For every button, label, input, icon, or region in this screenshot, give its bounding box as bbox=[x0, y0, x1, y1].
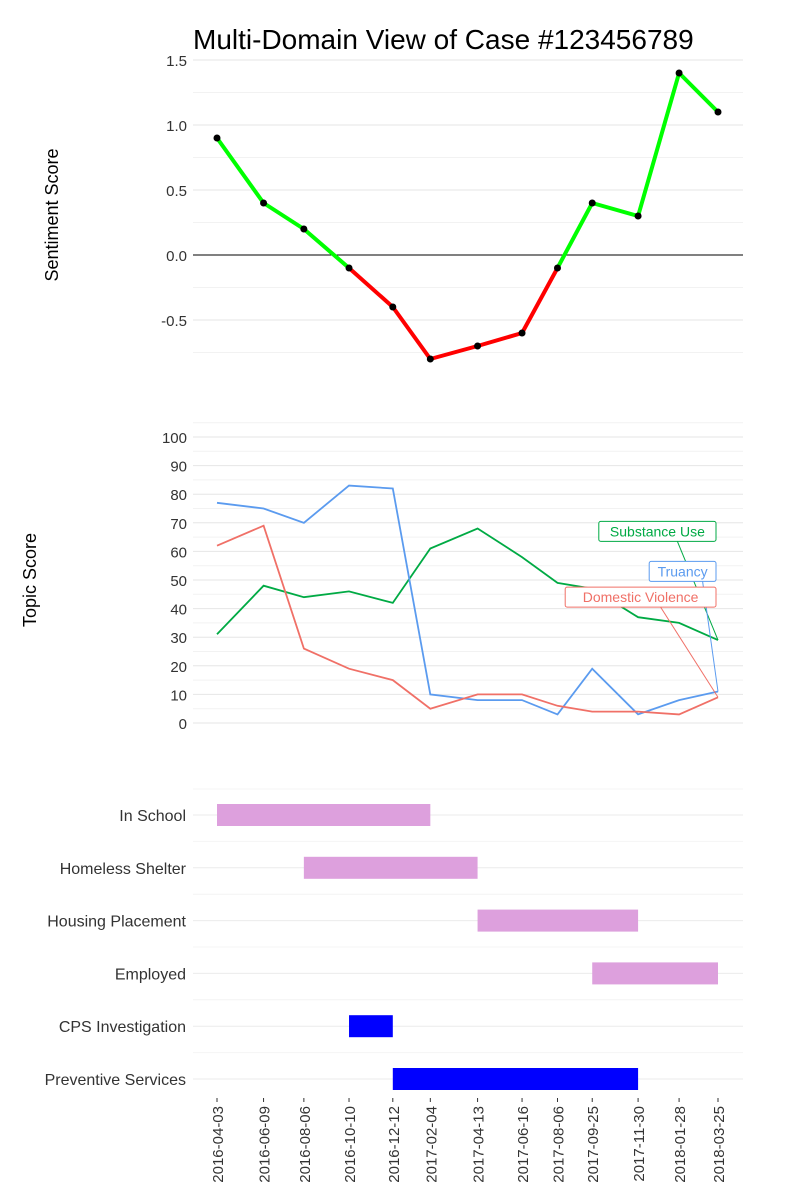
sentiment-ylabel: Sentiment Score bbox=[42, 148, 62, 281]
topic-label-leader bbox=[660, 606, 719, 698]
timeline-bar bbox=[349, 1015, 393, 1038]
sentiment-segment bbox=[390, 305, 433, 361]
topic-series-label: Domestic Violence bbox=[583, 589, 699, 605]
sentiment-point bbox=[474, 342, 482, 350]
x-tick-label: 2016-12-12 bbox=[386, 1106, 403, 1183]
sentiment-ytick-label: 1.0 bbox=[166, 118, 187, 135]
sentiment-point bbox=[213, 134, 221, 142]
sentiment-point bbox=[714, 108, 722, 116]
sentiment-point bbox=[260, 199, 268, 207]
timeline-category-label: CPS Investigation bbox=[59, 1019, 186, 1036]
sentiment-ytick-label: 0.5 bbox=[166, 183, 187, 200]
timeline-bar bbox=[392, 1068, 639, 1090]
x-tick-label: 2016-06-09 bbox=[257, 1106, 274, 1183]
timeline-category-label: Housing Placement bbox=[47, 914, 186, 931]
sentiment-point bbox=[389, 303, 397, 311]
timeline-bar bbox=[217, 804, 431, 826]
sentiment-segment bbox=[261, 201, 306, 231]
sentiment-segment bbox=[677, 71, 720, 114]
sentiment-ytick-label: -0.5 bbox=[161, 313, 187, 330]
topic-ytick-label: 20 bbox=[170, 659, 187, 676]
sentiment-segment bbox=[555, 201, 595, 270]
topic-ytick-label: 50 bbox=[170, 573, 187, 590]
topic-line bbox=[216, 484, 719, 716]
sentiment-segment bbox=[347, 266, 395, 309]
x-tick-label: 2017-02-04 bbox=[423, 1106, 440, 1183]
timeline-category-label: Employed bbox=[115, 966, 186, 983]
x-tick-label: 2018-03-25 bbox=[711, 1106, 728, 1183]
timeline-bar bbox=[592, 962, 718, 985]
sentiment-segment bbox=[520, 266, 560, 335]
topic-label-box bbox=[564, 586, 717, 608]
x-tick-label: 2016-08-06 bbox=[297, 1106, 314, 1183]
timeline-category-label: Homeless Shelter bbox=[60, 861, 187, 878]
sentiment-point bbox=[518, 329, 526, 337]
sentiment-segment bbox=[301, 227, 352, 270]
x-tick-label: 2017-04-13 bbox=[471, 1106, 488, 1183]
topic-ytick-label: 60 bbox=[170, 544, 187, 561]
timeline-category-label: Preventive Services bbox=[45, 1072, 186, 1089]
topic-label-box bbox=[598, 520, 717, 542]
topic-line bbox=[216, 527, 719, 641]
sentiment-point bbox=[426, 355, 434, 363]
sentiment-point bbox=[675, 69, 683, 77]
topic-ytick-label: 10 bbox=[170, 687, 187, 704]
x-tick-label: 2016-04-03 bbox=[210, 1106, 227, 1183]
sentiment-point bbox=[300, 225, 308, 233]
sentiment-point bbox=[634, 212, 642, 220]
topic-ytick-label: 100 bbox=[162, 430, 187, 447]
topic-ytick-label: 90 bbox=[170, 459, 187, 476]
topic-ytick-label: 0 bbox=[179, 716, 187, 733]
sentiment-ytick-label: 1.5 bbox=[166, 53, 187, 70]
topic-series-label: Truancy bbox=[658, 563, 708, 579]
topic-ytick-label: 70 bbox=[170, 516, 187, 533]
x-tick-label: 2017-09-25 bbox=[585, 1106, 602, 1183]
x-tick-label: 2017-06-16 bbox=[515, 1106, 532, 1183]
sentiment-segment bbox=[215, 136, 266, 205]
topic-ytick-label: 40 bbox=[170, 602, 187, 619]
sentiment-point bbox=[345, 264, 353, 272]
x-tick-label: 2018-01-28 bbox=[672, 1106, 689, 1183]
sentiment-ytick-label: 0.0 bbox=[166, 248, 187, 265]
topic-label-box bbox=[648, 560, 717, 582]
topic-ytick-label: 30 bbox=[170, 630, 187, 647]
sentiment-point bbox=[553, 264, 561, 272]
timeline-category-label: In School bbox=[119, 808, 186, 825]
sentiment-segment bbox=[636, 71, 682, 218]
topic-ylabel: Topic Score bbox=[20, 533, 40, 627]
sentiment-segment bbox=[590, 201, 641, 218]
sentiment-segment bbox=[428, 344, 480, 361]
x-tick-label: 2017-11-30 bbox=[631, 1106, 648, 1182]
timeline-bar bbox=[477, 909, 639, 932]
chart-title: Multi-Domain View of Case #123456789 bbox=[193, 24, 694, 55]
x-tick-label: 2016-10-10 bbox=[342, 1106, 359, 1183]
x-tick-label: 2017-08-06 bbox=[550, 1106, 567, 1183]
topic-line bbox=[216, 524, 719, 716]
topic-ytick-label: 80 bbox=[170, 487, 187, 504]
sentiment-point bbox=[588, 199, 596, 207]
sentiment-segment bbox=[475, 331, 525, 348]
topic-series-label: Substance Use bbox=[610, 523, 705, 539]
timeline-bar bbox=[303, 856, 478, 879]
